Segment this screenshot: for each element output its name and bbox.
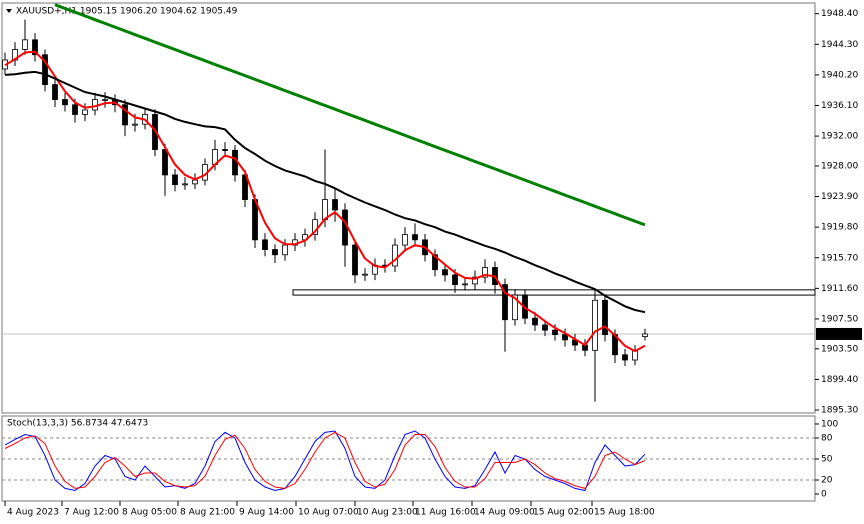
y-tick-label: 1907.50 <box>821 314 858 324</box>
symbol-menu-arrow[interactable] <box>6 9 12 13</box>
y-tick-label: 80 <box>821 433 833 443</box>
y-tick-label: 1919.80 <box>821 223 858 233</box>
x-tick-label: 8 Aug 05:00 <box>122 508 177 518</box>
candle-body <box>542 324 548 331</box>
price-panel <box>1 2 816 414</box>
candle-body <box>242 174 248 200</box>
candle-body <box>332 199 338 211</box>
candle-body <box>482 267 488 278</box>
x-tick-label: 4 Aug 2023 <box>7 508 59 518</box>
y-tick-label: 1903.50 <box>821 344 858 354</box>
drawn-rectangle <box>292 289 816 296</box>
candle-body <box>192 179 198 185</box>
candle-body <box>172 174 178 186</box>
candle-body <box>442 269 448 276</box>
y-tick-label: 1899.40 <box>821 375 858 385</box>
x-tick-label: 11 Aug 16:00 <box>415 508 476 518</box>
candle-body <box>52 84 58 100</box>
y-tick-label: 1940.20 <box>821 70 858 80</box>
candle-body <box>392 244 398 267</box>
price-label-box <box>816 327 862 340</box>
candle-body <box>622 354 628 361</box>
line-series <box>4 70 646 314</box>
candle-body <box>72 104 78 115</box>
candle-body <box>182 183 188 186</box>
candle-body <box>282 244 288 256</box>
candle-body <box>262 239 268 250</box>
candle-body <box>502 284 508 321</box>
line-series <box>4 430 646 492</box>
x-tick-label: 10 Aug 23:00 <box>357 508 418 518</box>
x-tick-label: 15 Aug 02:00 <box>533 508 594 518</box>
candle-body <box>102 99 108 101</box>
y-tick-label: 1895.30 <box>821 406 858 416</box>
y-tick-label: 1932.00 <box>821 132 858 142</box>
y-tick-label: 1928.00 <box>821 161 858 171</box>
candle-body <box>402 234 408 246</box>
candle-body <box>562 334 568 341</box>
candle-body <box>512 294 518 321</box>
candle-body <box>602 299 608 336</box>
candle-body <box>462 283 468 286</box>
price-label: 1905.49 <box>820 329 857 339</box>
candle-body <box>412 234 418 241</box>
candle-body <box>552 329 558 336</box>
candle-body <box>272 249 278 256</box>
candle-body <box>642 333 648 337</box>
y-tick-label: 1944.30 <box>821 40 858 50</box>
line-series <box>54 3 646 227</box>
x-tick-label: 8 Aug 21:00 <box>180 508 235 518</box>
x-tick-label: 10 Aug 07:00 <box>298 508 359 518</box>
candle-body <box>352 244 358 276</box>
y-tick-label: 1911.60 <box>821 284 858 294</box>
y-tick-label: 1936.10 <box>821 101 858 111</box>
y-tick-label: 20 <box>821 475 833 485</box>
stoch-title: Stoch(13,3,3) 56.8734 47.6473 <box>7 419 148 429</box>
y-tick-label: 1948.40 <box>821 9 858 19</box>
x-tick-label: 9 Aug 14:00 <box>239 508 294 518</box>
y-tick-label: 50 <box>821 454 833 464</box>
candle-body <box>342 209 348 246</box>
line-series <box>4 431 646 489</box>
chart-header: XAUUSD+,H1 1905.15 1906.20 1904.62 1905.… <box>16 7 238 17</box>
y-tick-label: 1915.70 <box>821 253 858 263</box>
candle-body <box>222 149 228 151</box>
candle-body <box>362 273 368 276</box>
y-tick-label: 100 <box>821 419 838 429</box>
candle-body <box>432 254 438 271</box>
candle-body <box>532 317 538 326</box>
candle-body <box>42 54 48 86</box>
candle-body <box>232 149 238 176</box>
candle-body <box>592 299 598 351</box>
y-tick-label: 1923.90 <box>821 192 858 202</box>
candle-body <box>122 104 128 126</box>
candle-body <box>62 99 68 106</box>
candle-body <box>132 123 138 126</box>
candle-body <box>32 39 38 56</box>
candle-body <box>452 274 458 286</box>
y-tick-label: 0 <box>821 489 827 499</box>
x-tick-label: 15 Aug 18:00 <box>594 508 655 518</box>
x-tick-label: 7 Aug 12:00 <box>64 508 119 518</box>
candle-body <box>472 276 478 285</box>
candle-body <box>82 109 88 115</box>
candle-body <box>22 39 28 50</box>
line-series <box>4 50 646 353</box>
candle-body <box>162 149 168 176</box>
x-tick-label: 14 Aug 09:00 <box>474 508 535 518</box>
